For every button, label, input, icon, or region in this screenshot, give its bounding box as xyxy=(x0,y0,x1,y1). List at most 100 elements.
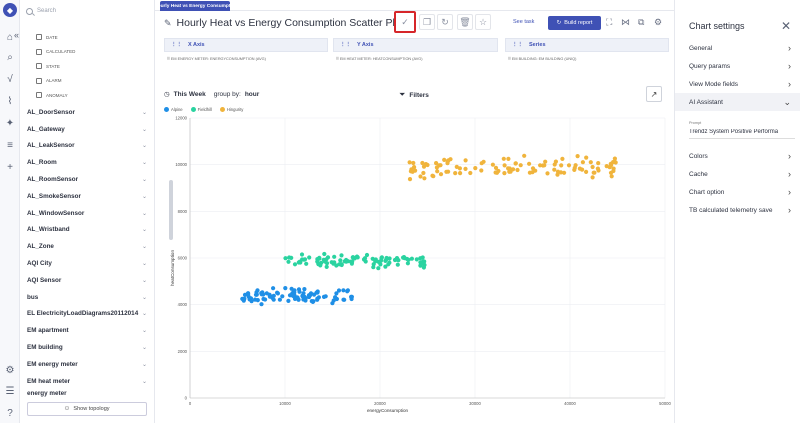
show-topology-button[interactable]: ⚇ Show topology xyxy=(27,402,147,416)
scatter-point xyxy=(418,260,423,265)
scatter-point xyxy=(324,264,329,269)
calc-icon xyxy=(36,48,42,55)
group-item[interactable]: AQI City ⌄ xyxy=(27,260,147,268)
tree-subitem-date[interactable]: DATE xyxy=(28,30,148,45)
scatter-point xyxy=(307,255,312,260)
delete-button[interactable]: 🗑 xyxy=(457,14,473,30)
scatter-point xyxy=(336,288,342,293)
gear-icon[interactable]: ⚙ xyxy=(654,17,663,27)
panel-item-colors[interactable]: Colors › xyxy=(689,151,791,161)
group-item[interactable]: AL_LeakSensor ⌄ xyxy=(27,142,147,150)
collapse-sidebar-icon[interactable]: « xyxy=(14,30,20,40)
y-axis-field[interactable]: ⋮⋮ Y Axis xyxy=(333,38,498,52)
group-item[interactable]: EM apartment ⌄ xyxy=(27,327,147,335)
home-icon[interactable]: ⌂ xyxy=(6,31,14,43)
panel-item-general[interactable]: General › xyxy=(689,43,791,53)
group-item[interactable]: AL_Room ⌄ xyxy=(27,159,147,167)
chart-line-icon[interactable]: ⌇ xyxy=(7,95,13,107)
tree-subitem-state[interactable]: STATE xyxy=(28,59,148,74)
group-item[interactable]: AL_WindowSensor ⌄ xyxy=(27,209,147,217)
group-item[interactable]: energy meter xyxy=(27,390,67,398)
favorite-button[interactable]: ☆ xyxy=(475,14,491,30)
settings-icon[interactable]: ⚙ xyxy=(5,364,15,376)
tree-subitem-alarm[interactable]: ALARM xyxy=(28,74,148,89)
x-axis-field[interactable]: ⋮⋮ X Axis xyxy=(164,38,328,52)
scatter-point xyxy=(396,258,401,263)
group-item[interactable]: AQI Sensor ⌄ xyxy=(27,276,147,284)
panel-item-query-params[interactable]: Query params › xyxy=(689,61,791,71)
panel-item-chart-option[interactable]: Chart option › xyxy=(689,187,791,197)
sidebar-scrollbar[interactable] xyxy=(169,180,173,240)
y-tick-label: 6000 xyxy=(178,256,188,261)
drag-handle-icon: ⋮⋮ xyxy=(340,42,351,48)
group-item[interactable]: EM building ⌄ xyxy=(27,344,147,352)
list-icon[interactable]: ≡ xyxy=(7,139,13,151)
scatter-point xyxy=(558,170,563,175)
filter-icon: ⏷ xyxy=(399,90,406,99)
alarm-icon xyxy=(36,77,42,84)
embed-icon[interactable]: ⧉ xyxy=(638,17,645,27)
scatter-point xyxy=(280,294,285,299)
scatter-point xyxy=(420,160,425,166)
panel-item-ai-assistant[interactable]: AI Assistant ⌄ xyxy=(675,93,800,111)
group-item[interactable]: EM heat meter ⌄ xyxy=(27,377,147,385)
scatter-point xyxy=(588,160,593,165)
scatter-point xyxy=(384,257,389,262)
legend-item[interactable]: Alpine xyxy=(164,107,183,112)
copy-button[interactable]: ❐ xyxy=(419,14,435,30)
scatter-point xyxy=(316,262,321,267)
share-icon[interactable]: ⋈ xyxy=(621,17,630,27)
sliders-icon[interactable]: ☰ xyxy=(5,385,15,397)
period-selector[interactable]: ◷ This Week group by: hour xyxy=(164,90,260,99)
group-item[interactable]: EL ElectricityLoadDiagrams20112014 ⌄ xyxy=(27,310,147,318)
group-item[interactable]: AL_SmokeSensor ⌄ xyxy=(27,192,147,200)
scatter-point xyxy=(435,169,440,174)
scatter-point xyxy=(545,171,550,176)
close-icon[interactable]: ✕ xyxy=(781,19,792,33)
ai-spark-icon[interactable]: ✦ xyxy=(5,117,15,129)
see-task-link[interactable]: See task xyxy=(513,19,535,25)
edit-pencil-icon[interactable]: ✎ xyxy=(164,17,172,28)
panel-item-tb-telemetry-save[interactable]: TB calculated telemetry save › xyxy=(689,205,791,215)
scatter-point xyxy=(590,175,595,180)
x-tick-label: 20000 xyxy=(374,401,386,406)
save-check-button[interactable]: ✓ xyxy=(394,11,416,33)
logo-icon[interactable]: ◆ xyxy=(3,3,17,17)
sidebar-search[interactable]: Search xyxy=(26,5,146,17)
group-item[interactable]: AL_DoorSensor ⌄ xyxy=(27,108,147,116)
metric-icon[interactable]: √ xyxy=(7,73,13,85)
build-report-button[interactable]: ↻ Build report xyxy=(548,16,601,30)
chevron-down-icon: ⌄ xyxy=(141,361,147,368)
filters-button[interactable]: ⏷ Filters xyxy=(399,90,429,99)
scatter-point xyxy=(533,168,538,173)
refresh-icon: ↻ xyxy=(556,20,562,26)
legend-item[interactable]: Fieldhill xyxy=(190,107,212,112)
group-item[interactable]: AL_RoomSensor ⌄ xyxy=(27,176,147,184)
panel-item-cache[interactable]: Cache › xyxy=(689,169,791,179)
panel-item-view-mode-fields[interactable]: View Mode fields › xyxy=(689,79,791,89)
refresh-button[interactable]: ↻ xyxy=(437,14,453,30)
help-icon[interactable]: ? xyxy=(7,407,13,419)
scatter-point xyxy=(409,256,414,261)
legend-item[interactable]: Hingurity xyxy=(219,107,243,112)
add-icon[interactable]: + xyxy=(7,161,13,173)
group-item[interactable]: AL_Gateway ⌄ xyxy=(27,125,147,133)
group-item[interactable]: EM energy meter ⌄ xyxy=(27,360,147,368)
group-item[interactable]: bus ⌄ xyxy=(27,293,147,301)
series-value[interactable]: ⠿ EM BUILDING: EM BUILDING (UNIQ) xyxy=(508,57,577,61)
tab-active-view[interactable]: Hourly Heat vs Energy Consumpti... xyxy=(160,1,230,11)
tree-subitem-anomaly[interactable]: ANOMALY xyxy=(28,88,148,103)
group-item[interactable]: AL_Wristband ⌄ xyxy=(27,226,147,234)
group-item[interactable]: AL_Zone ⌄ xyxy=(27,243,147,251)
search-icon[interactable]: ⌕ xyxy=(7,51,13,63)
scatter-point xyxy=(409,167,414,172)
y-axis-value[interactable]: ⠿ EM HEAT METER: HEATCONSUMPTION (AVG) xyxy=(336,57,423,61)
series-field[interactable]: ⋮⋮ Series xyxy=(505,38,669,52)
prompt-input[interactable]: Trendz System Positive Performa xyxy=(689,129,795,139)
tree-subitem-calculated[interactable]: CALCULATED xyxy=(28,45,148,60)
x-axis-value[interactable]: ⠿ EM ENERGY METER: ENERGYCONSUMPTION (AV… xyxy=(167,57,266,61)
trendline-toggle[interactable]: ↗ xyxy=(646,86,662,102)
fullscreen-icon[interactable]: ⛶ xyxy=(606,17,613,27)
page-title[interactable]: Hourly Heat vs Energy Consumption Scatte… xyxy=(176,17,404,29)
